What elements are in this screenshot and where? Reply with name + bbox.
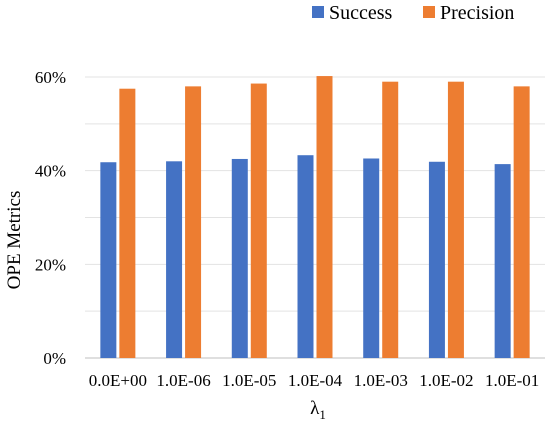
bar-success-6: [494, 164, 511, 358]
x-tick-label: 0.0E+00: [89, 371, 147, 390]
bar-precision-0: [119, 88, 136, 358]
y-tick-label: 20%: [35, 255, 66, 274]
y-tick-label: 40%: [35, 162, 66, 181]
legend-swatch-success: [312, 6, 324, 18]
x-tick-label: 1.0E-06: [156, 371, 210, 390]
y-axis-title: OPE Metrics: [4, 191, 25, 290]
x-tick-label: 1.0E-05: [222, 371, 276, 390]
bar-success-5: [428, 161, 445, 358]
x-tick-label: 1.0E-03: [354, 371, 408, 390]
bars: [100, 76, 530, 359]
bar-success-3: [297, 155, 314, 358]
bar-success-0: [100, 162, 117, 358]
x-tick-label: 1.0E-01: [485, 371, 539, 390]
x-axis-title: λ1: [310, 398, 326, 422]
bar-success-2: [231, 158, 248, 358]
x-axis-title-subscript: 1: [319, 407, 326, 422]
legend-label-precision: Precision: [440, 2, 514, 24]
bar-precision-2: [250, 83, 267, 358]
bar-precision-5: [447, 81, 464, 358]
bar-precision-3: [316, 76, 333, 359]
bar-precision-6: [513, 86, 530, 358]
tick-labels: 0% 20% 40% 60% 0.0E+00 1.0E-06 1.0E-05 1.0E-04 1…: [35, 68, 539, 390]
bar-success-4: [363, 158, 380, 358]
y-tick-label: 0%: [43, 349, 66, 368]
legend-label-success: Success: [329, 2, 393, 24]
bar-success-1: [166, 161, 183, 358]
bar-precision-1: [185, 86, 202, 358]
gridlines: [85, 76, 545, 359]
y-tick-label: 60%: [35, 68, 66, 87]
x-axis-title-base: λ: [310, 398, 320, 419]
x-tick-label: 1.0E-04: [288, 371, 343, 390]
legend-swatch-precision: [423, 6, 435, 18]
legend: Success Precision: [312, 2, 514, 24]
x-tick-label: 1.0E-02: [419, 371, 473, 390]
bar-precision-4: [382, 81, 399, 358]
